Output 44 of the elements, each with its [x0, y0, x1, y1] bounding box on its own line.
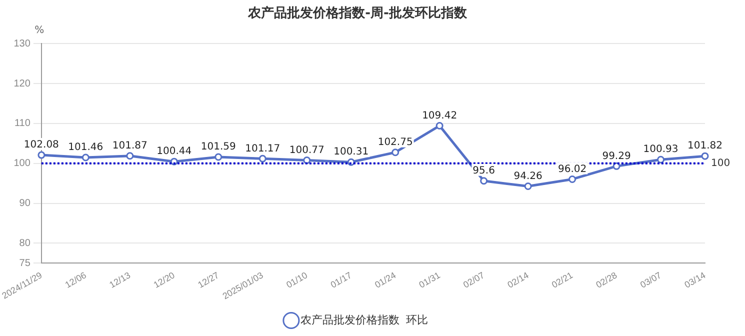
data-label: 101.59 [200, 142, 236, 153]
point [258, 154, 266, 162]
data-label: 100.93 [643, 144, 678, 156]
x-tick-label: 02/21 [550, 270, 575, 290]
point [38, 151, 46, 159]
data-label: 94.26 [514, 170, 542, 182]
y-tick-label: 120 [14, 78, 31, 90]
data-label: 99.29 [602, 150, 631, 162]
data-label: 100.44 [156, 146, 192, 158]
y-tick-label: 80 [19, 238, 31, 249]
data-label: 109.42 [422, 110, 458, 122]
data-label: 101.82 [688, 140, 722, 152]
point [392, 148, 400, 156]
x-tick-label: 02/28 [594, 270, 619, 290]
point [701, 152, 709, 160]
data-label: 101.46 [68, 142, 104, 154]
y-tick-label: 90 [19, 198, 31, 210]
x-tick-label: 01/10 [284, 270, 310, 290]
y-tick-label: 110 [14, 118, 31, 130]
data-label: 101.87 [112, 140, 148, 152]
chart-title: 农产品批发价格指数-周-批发环比指数 [247, 5, 468, 22]
y-tick-label: 100 [14, 158, 31, 170]
point [524, 182, 532, 190]
data-label: 102.08 [24, 140, 59, 151]
legend-label: 农产品批发价格指数 环比 [300, 314, 428, 327]
data-label: 100.77 [289, 144, 324, 156]
x-tick-label: 01/31 [417, 270, 442, 290]
point [82, 154, 90, 162]
y-axis-title: % [34, 25, 44, 36]
data-label: 95.6 [472, 165, 495, 176]
point [480, 177, 488, 185]
point [214, 153, 222, 161]
y-tick-label: 130 [14, 38, 31, 50]
y-tick-label: 75 [19, 258, 31, 269]
point [657, 156, 665, 164]
data-label: 100.31 [334, 146, 369, 158]
point [126, 152, 134, 160]
point [436, 122, 444, 130]
point [303, 156, 311, 164]
data-label: 96.02 [558, 164, 587, 175]
point [568, 175, 576, 183]
data-label: 102.75 [378, 136, 413, 148]
data-label: 101.17 [245, 143, 280, 154]
ref-line-label: 100 [711, 158, 730, 169]
